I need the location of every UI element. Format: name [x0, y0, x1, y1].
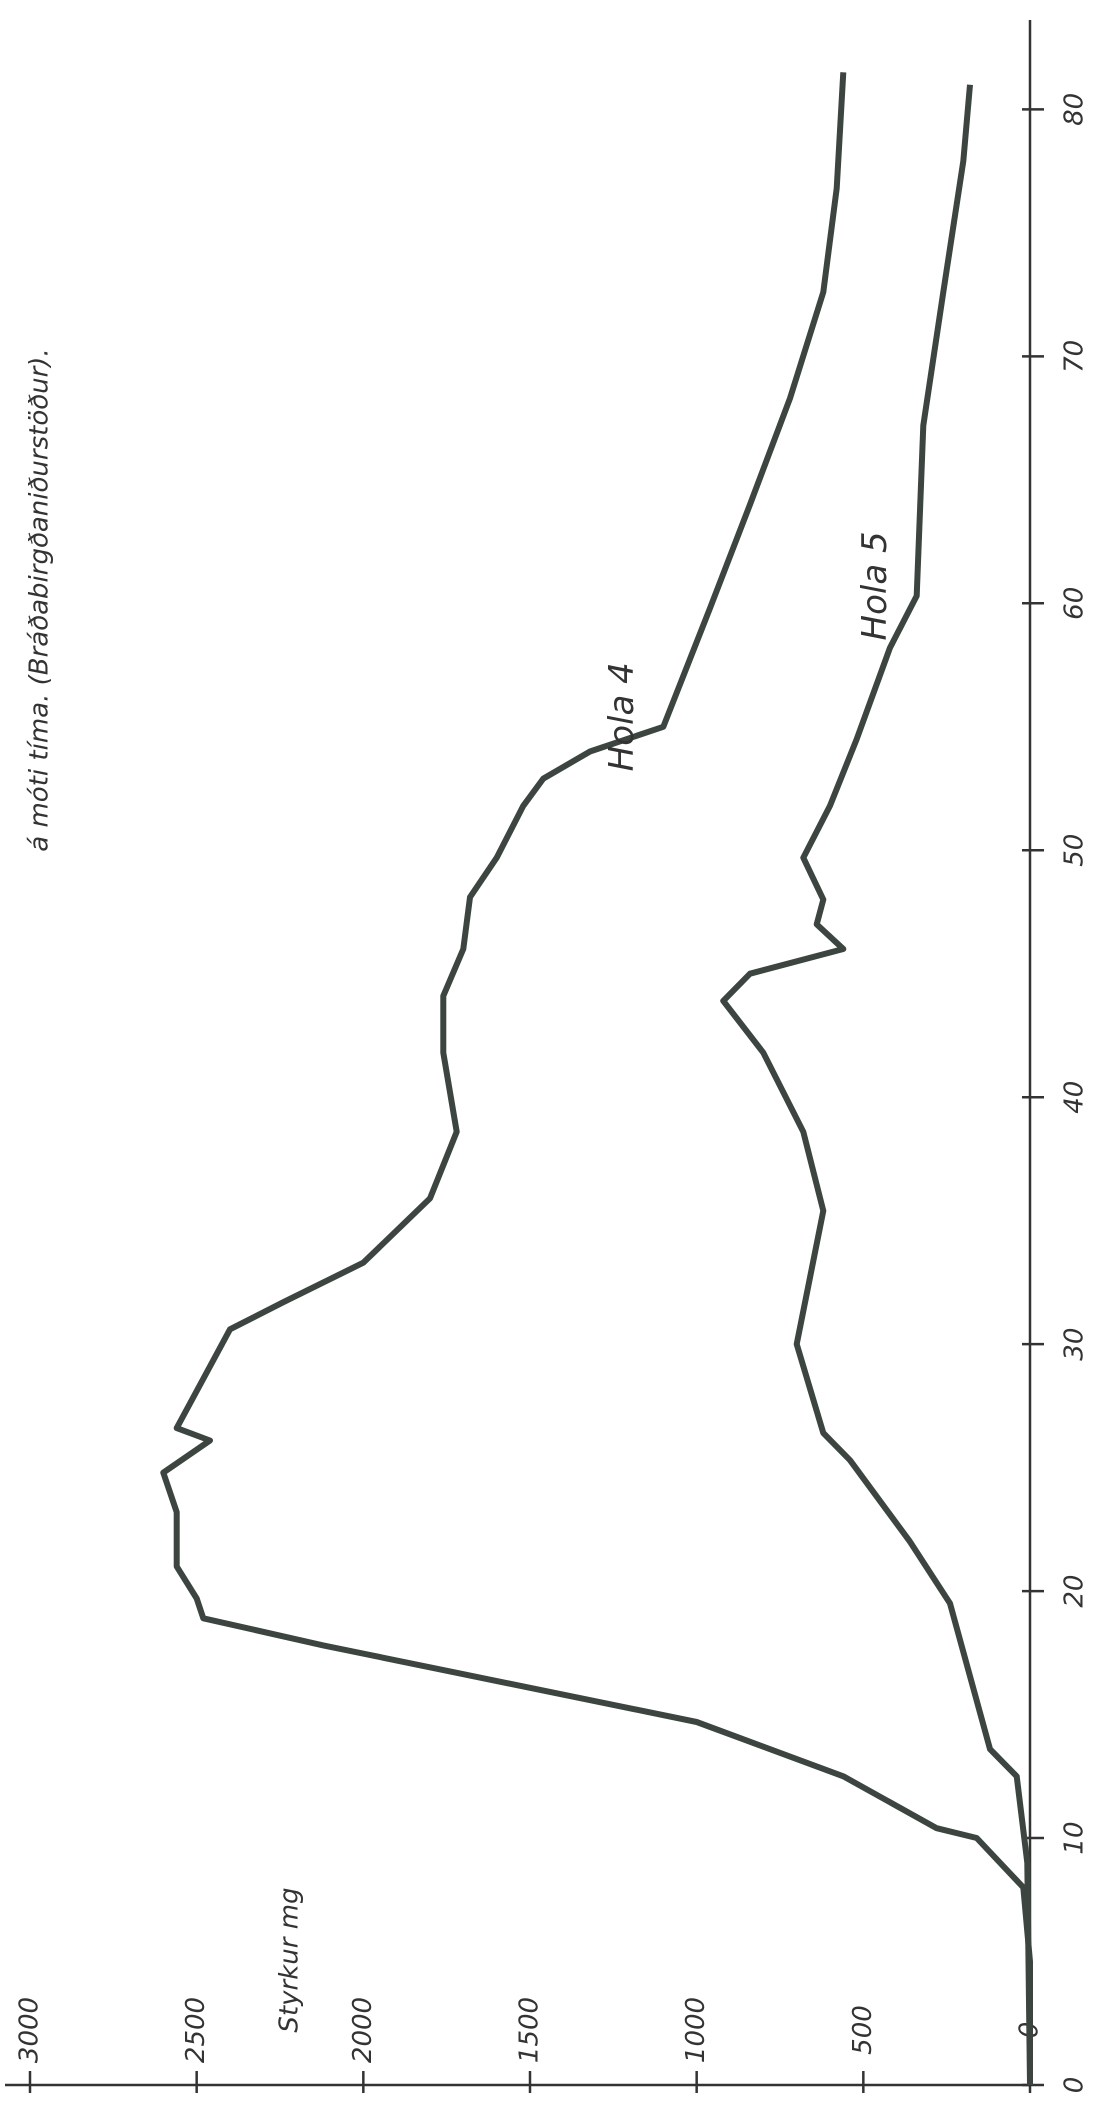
y-tick-label: 2000 [348, 1997, 378, 2063]
x-tick-label: 40 [1060, 1081, 1090, 1114]
y-axis-label: Styrkur mg [275, 1887, 305, 2032]
y-tick-label: 1500 [515, 1997, 545, 2063]
y-tick-label: 500 [848, 2005, 878, 2055]
chart-title: á móti tíma. (Bráðabirgðaniðurstöður). [25, 348, 55, 851]
x-tick-label: 10 [1060, 1822, 1090, 1855]
x-tick-label: 20 [1060, 1575, 1090, 1608]
x-tick-label: 60 [1060, 587, 1090, 620]
series-line [163, 72, 1030, 2085]
x-tick-label: 50 [1060, 834, 1090, 867]
y-tick-label: 1000 [681, 1997, 711, 2063]
x-tick-label: 30 [1060, 1328, 1090, 1361]
series-label: Hola 4 [602, 662, 642, 771]
x-tick-label: 0 [1060, 2077, 1090, 2094]
chart: á móti tíma. (Bráðabirgðaniðurstöður). S… [0, 0, 1110, 2107]
series-label: Hola 5 [855, 531, 895, 640]
series-line [723, 85, 1030, 2085]
x-tick-label: 80 [1060, 93, 1090, 126]
y-tick-label: 2500 [181, 1997, 211, 2063]
x-tick-label: 70 [1060, 340, 1090, 373]
y-tick-label: 3000 [15, 1997, 45, 2063]
